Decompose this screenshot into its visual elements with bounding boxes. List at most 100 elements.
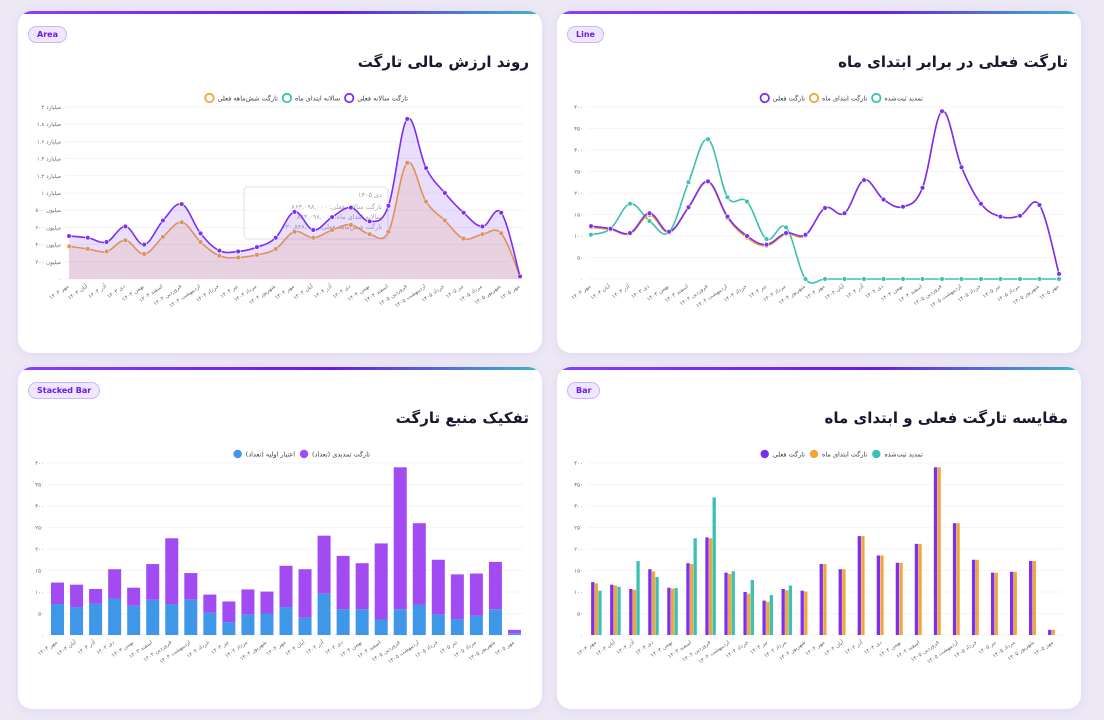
bar-segment	[203, 612, 217, 635]
x-tick-label: مهر ۱۴۰۴	[274, 284, 296, 302]
data-point	[997, 214, 1004, 220]
bar-segment	[507, 633, 521, 635]
bar-segment	[279, 607, 293, 635]
data-point	[997, 276, 1004, 282]
bar-segment	[146, 599, 160, 635]
legend-marker	[760, 449, 769, 459]
data-point	[744, 199, 750, 205]
data-point	[329, 227, 335, 233]
data-point	[423, 165, 429, 171]
y-tick-label: ۱.۴ میلیارد	[37, 157, 61, 163]
y-tick-label: ۱۰۰	[35, 590, 44, 596]
data-point	[498, 230, 504, 237]
data-point	[404, 116, 410, 122]
bar-segment	[108, 569, 122, 599]
tooltip-row: تارگت شش‌ماهه فعلی: ۶۳۰,۸۴۸,۰۰۰	[282, 223, 382, 231]
bar	[971, 559, 976, 635]
x-tick-label: آذر ۱۴۰۳	[615, 639, 636, 657]
y-tick-label: ۲۰۰ میلیون	[35, 260, 61, 266]
data-point	[919, 276, 926, 282]
x-tick-label: مهر ۱۴۰۳	[576, 640, 598, 658]
y-tick-label: ۴۰۰ میلیون	[35, 243, 61, 249]
bar-segment	[412, 523, 426, 605]
data-point	[861, 177, 867, 183]
data-point	[841, 210, 848, 216]
data-point	[291, 229, 298, 235]
x-tick-label: آبان ۱۴۰۳	[594, 639, 617, 658]
bar-segment	[507, 629, 521, 634]
chart-type-badge: Stacked Bar	[28, 382, 101, 399]
data-point	[141, 242, 147, 248]
data-point	[461, 210, 467, 216]
data-point	[900, 276, 906, 282]
data-point	[385, 203, 392, 209]
x-tick-label: آذر ۱۴۰۳	[87, 283, 108, 301]
series-line	[590, 110, 1060, 275]
x-tick-label: آبان ۱۴۰۴	[292, 283, 315, 302]
y-tick-label: ۰	[41, 633, 44, 639]
bar-segment	[108, 598, 122, 635]
chart-title: تفکیک منبع تارگت	[395, 409, 529, 427]
data-point	[310, 235, 316, 241]
stacked-bar-chart-card: Stacked Bar تفکیک منبع تارگت ۰ ۵۰ ۱۰۰ ۱۵۰ ۲۰…	[18, 367, 542, 709]
bar	[651, 571, 656, 635]
bar-segment	[431, 614, 445, 635]
data-point	[442, 190, 448, 196]
bar-segment	[355, 609, 369, 635]
data-point	[646, 218, 653, 224]
bar	[895, 562, 900, 635]
legend-label: سالانه ابتدای ماه	[295, 95, 340, 103]
data-point	[103, 248, 110, 255]
data-point	[1056, 276, 1062, 282]
legend-marker	[281, 92, 293, 104]
y-tick-label: ۱۵۰	[574, 213, 583, 219]
bar-segment	[146, 564, 160, 600]
bar-segment	[469, 615, 483, 635]
tooltip-row: تارگت سالانه فعلی: ۸۶۳,۰۹۸,۰۰۰	[291, 203, 382, 211]
bar-segment	[222, 601, 236, 623]
bar	[1010, 571, 1014, 635]
data-point	[822, 205, 828, 211]
bar	[918, 543, 922, 635]
x-tick-label: آذر ۱۴۰۴	[305, 639, 326, 657]
bar	[670, 588, 675, 635]
bar	[762, 600, 766, 635]
data-point	[1036, 202, 1043, 208]
y-tick-label: ۵۰	[577, 256, 583, 262]
bar	[781, 588, 785, 635]
y-tick-label: ۱۰۰	[574, 234, 583, 240]
legend-marker	[871, 92, 882, 104]
bar-segment	[393, 609, 407, 635]
legend-label: تارگت فعلی	[773, 451, 805, 459]
bar	[842, 569, 846, 635]
bar	[857, 536, 861, 635]
bar-segment	[70, 584, 84, 608]
bar	[629, 588, 633, 635]
y-tick-label: ۳۵۰	[574, 127, 583, 133]
bar	[686, 563, 690, 635]
data-point	[442, 217, 448, 224]
bar	[956, 523, 960, 635]
tooltip-title: دی ۱۴۰۵	[358, 191, 382, 199]
legend-marker	[204, 92, 215, 104]
data-point	[254, 244, 260, 250]
x-tick-label: مهر ۱۴۰۵	[1033, 640, 1055, 658]
bar	[937, 467, 941, 635]
bar-segment	[70, 607, 84, 635]
data-point	[958, 276, 965, 282]
bar-segment	[488, 609, 502, 635]
y-tick-label: ۰	[58, 277, 61, 283]
y-tick-label: ۰	[580, 633, 583, 639]
y-tick-label: ۳۰۰	[574, 504, 583, 510]
data-point	[607, 226, 614, 232]
series-line	[590, 110, 1060, 275]
series-area	[69, 162, 520, 279]
bar-segment	[393, 467, 407, 610]
x-tick-label: مهر ۱۴۰۵	[1039, 284, 1061, 302]
data-point	[588, 223, 594, 229]
bar-segment	[127, 587, 141, 606]
bar-segment	[336, 609, 350, 635]
legend-marker	[808, 92, 820, 104]
chart-type-badge: Bar	[567, 382, 601, 399]
data-point	[802, 276, 809, 282]
